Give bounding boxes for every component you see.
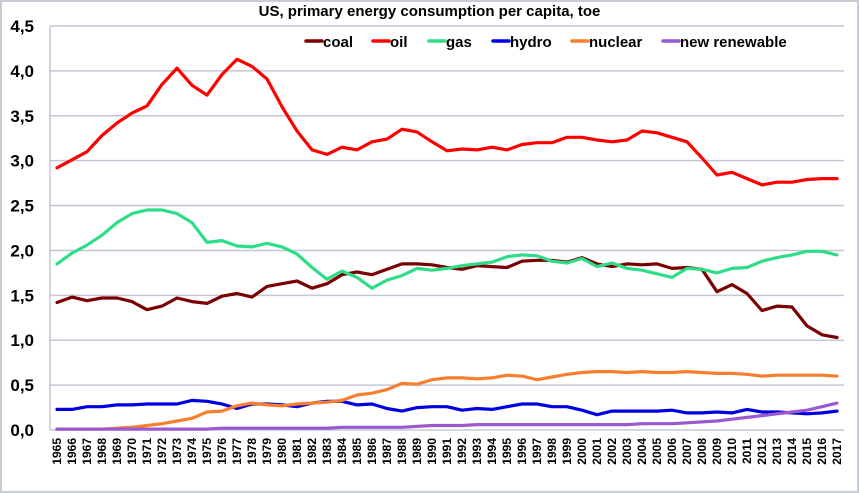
y-tick-label: 3,5 [10, 107, 34, 126]
x-tick-label: 1997 [530, 438, 544, 465]
y-tick-label: 4,5 [10, 17, 34, 36]
legend-label-oil: oil [390, 34, 408, 51]
legend: coal oil gas hydro nuclear new renewable [304, 34, 787, 51]
y-tick-label: 3,0 [10, 152, 34, 171]
y-tick-label: 1,5 [10, 286, 34, 305]
x-tick-label: 2011 [740, 438, 754, 464]
x-tick-label: 1988 [395, 438, 409, 465]
x-tick-label: 2008 [695, 438, 709, 465]
legend-label-hydro: hydro [510, 34, 552, 51]
chart-title: US, primary energy consumption per capit… [258, 3, 601, 20]
x-tick-label: 1975 [200, 438, 214, 465]
x-tick-label: 1985 [350, 438, 364, 465]
x-tick-label: 2005 [650, 438, 664, 465]
x-tick-label: 1967 [80, 438, 94, 465]
x-tick-label: 2001 [590, 438, 604, 465]
x-tick-label: 2004 [635, 438, 649, 465]
x-tick-label: 1970 [125, 438, 139, 465]
gridlines [50, 25, 844, 386]
legend-label-gas: gas [446, 34, 472, 51]
x-tick-label: 2017 [830, 438, 844, 465]
x-tick-label: 2013 [770, 438, 784, 465]
x-tick-label: 1969 [110, 438, 124, 465]
y-tick-label: 2,0 [10, 241, 34, 260]
x-tick-label: 1979 [260, 438, 274, 465]
y-tick-label: 4,0 [10, 62, 34, 81]
series-line-gas [55, 208, 839, 290]
x-tick-label: 2015 [800, 438, 814, 465]
x-tick-label: 2009 [710, 438, 724, 465]
y-tick-label: 1,0 [10, 331, 34, 350]
y-tick-label: 2,5 [10, 197, 34, 216]
x-tick-label: 1978 [245, 438, 259, 465]
x-tick-label: 1974 [185, 438, 199, 465]
x-tick-label: 1992 [455, 438, 469, 465]
legend-label-nuclear: nuclear [589, 34, 643, 51]
x-tick-label: 1977 [230, 438, 244, 465]
series-line-new-renewable [55, 401, 839, 431]
x-tick-label: 1990 [425, 438, 439, 465]
x-tick-label: 1980 [275, 438, 289, 465]
series-lines [55, 57, 839, 431]
x-tick-label: 1994 [485, 438, 499, 465]
x-tick-label: 1993 [470, 438, 484, 465]
x-tick-label: 2012 [755, 438, 769, 465]
x-tick-label: 1976 [215, 438, 229, 465]
series-line-oil [55, 57, 839, 187]
x-tick-label: 1987 [380, 438, 394, 465]
y-tick-label: 0,5 [10, 376, 34, 395]
x-tick-label: 1989 [410, 438, 424, 465]
x-tick-label: 1971 [140, 438, 154, 465]
y-tick-labels: 0,0 0,5 1,0 1,5 2,0 2,5 3,0 3,5 4,0 4,5 [10, 17, 34, 440]
x-tick-label: 1991 [440, 438, 454, 465]
x-tick-label: 2002 [605, 438, 619, 465]
x-tick-label: 1986 [365, 438, 379, 465]
x-tick-label: 1983 [320, 438, 334, 465]
x-tick-label: 1999 [560, 438, 574, 465]
legend-label-coal: coal [323, 34, 353, 51]
x-tick-label: 1972 [155, 438, 169, 465]
y-tick-label: 0,0 [10, 421, 34, 440]
x-tick-label: 1968 [95, 438, 109, 465]
x-tick-label: 2006 [665, 438, 679, 465]
x-tick-label: 1996 [515, 438, 529, 465]
x-tick-label: 1973 [170, 438, 184, 465]
x-tick-labels: 1965 1966 1967 1968 1969 1970 1971 1972 1973 1974… [50, 438, 844, 465]
x-tick-label: 1984 [335, 438, 349, 465]
x-tick-label: 2003 [620, 438, 634, 465]
x-tick-label: 2000 [575, 438, 589, 465]
x-tick-label: 2007 [680, 438, 694, 465]
x-tick-label: 1995 [500, 438, 514, 465]
x-tick-label: 1981 [290, 438, 304, 465]
x-tick-label: 2014 [785, 438, 799, 465]
x-tick-label: 1966 [65, 438, 79, 465]
series-line-hydro [55, 398, 839, 417]
x-tick-label: 1965 [50, 438, 64, 465]
x-tick-label: 1998 [545, 438, 559, 465]
x-tick-label: 2016 [815, 438, 829, 465]
series-line-nuclear [55, 370, 839, 431]
legend-label-new-renewable: new renewable [680, 34, 787, 51]
x-tick-label: 2010 [725, 438, 739, 465]
x-tick-label: 1982 [305, 438, 319, 465]
